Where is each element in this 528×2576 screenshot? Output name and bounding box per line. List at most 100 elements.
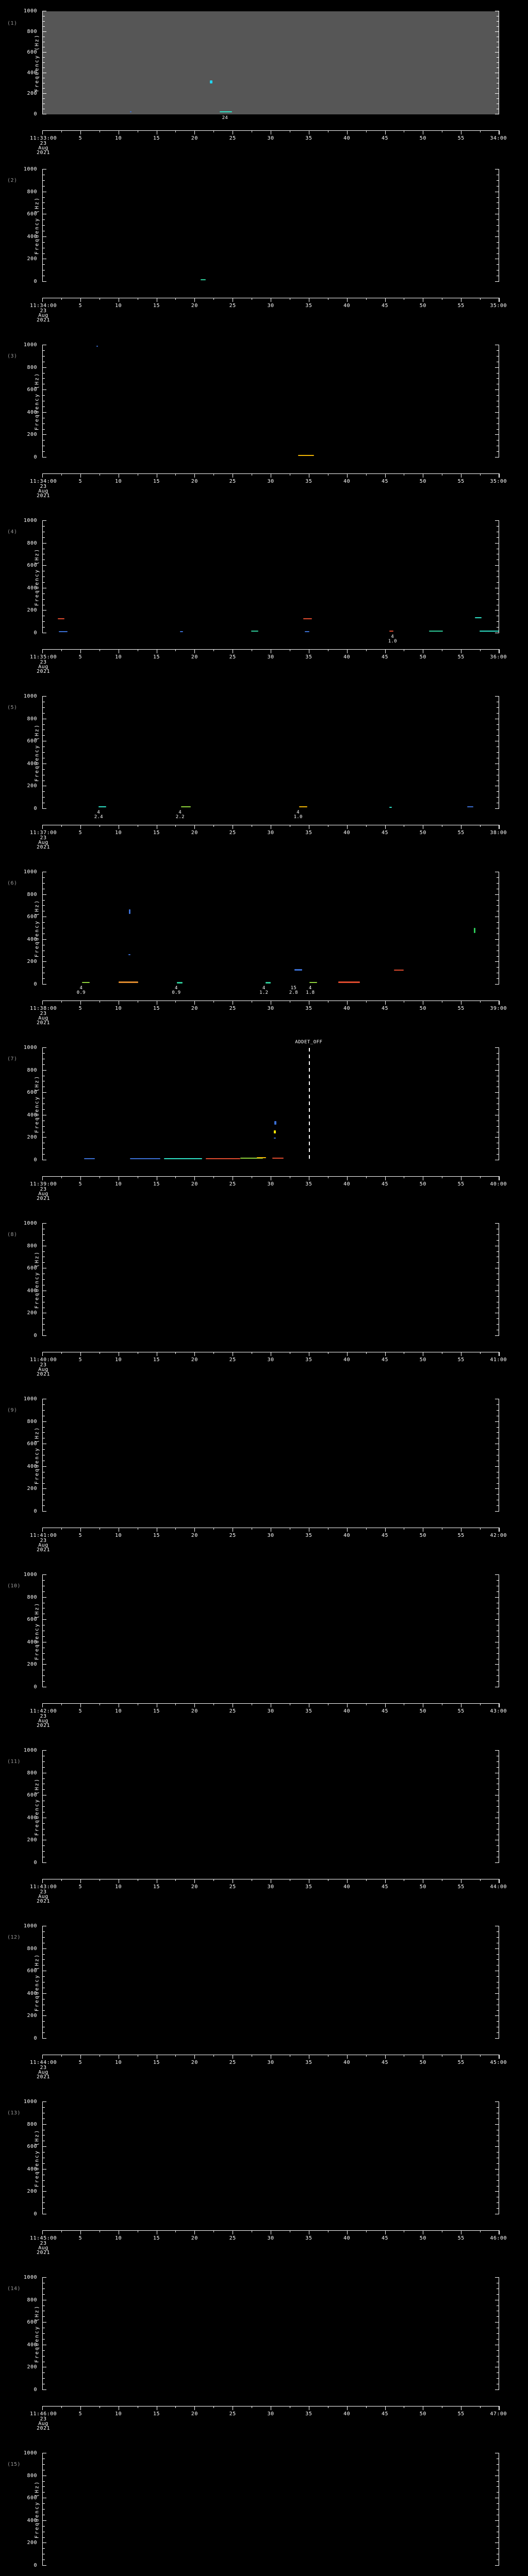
x-tick-label: 35 bbox=[305, 2235, 312, 2241]
plot-area[interactable]: 0 200 400 600 800 1000 Frequency (Hz) bbox=[24, 2099, 499, 2217]
x-axis bbox=[42, 1352, 500, 1357]
x-tick-label: 50 bbox=[419, 1357, 426, 1363]
x-tick-label: 40 bbox=[343, 1181, 351, 1187]
x-tick-label: 55 bbox=[457, 479, 465, 484]
x-tick-label: 15 bbox=[153, 654, 160, 660]
plot-area[interactable]: 0 200 400 600 800 1000 Frequency (Hz) bbox=[24, 1572, 499, 1690]
spectral-blob bbox=[129, 111, 131, 113]
spectral-blob bbox=[177, 982, 183, 984]
x-tick-label: 30 bbox=[267, 1357, 274, 1363]
detection-annotation: 4 1.2 bbox=[259, 986, 269, 995]
x-tick-label: 50 bbox=[419, 2235, 426, 2241]
x-tick-label: 5 bbox=[78, 2411, 82, 2417]
x-tick-label: 10 bbox=[115, 2235, 122, 2241]
plot-area[interactable]: 0 200 400 600 800 1000 Frequency (Hz) bbox=[24, 2275, 499, 2393]
x-axis-date-label: 23 Aug 2021 bbox=[28, 141, 59, 156]
date-line: 2021 bbox=[36, 844, 51, 850]
spectral-blob bbox=[273, 1137, 276, 1139]
spectrogram-panel[interactable]: (8) 0 200 400 600 800 1000 Frequency (Hz) 11:40:… bbox=[0, 1211, 528, 1387]
x-axis-date-label: 23 Aug 2021 bbox=[28, 309, 59, 323]
x-tick-label: 50 bbox=[419, 1884, 426, 1890]
y-axis-title: Frequency (Hz) bbox=[34, 1075, 40, 1133]
y-tick-label: 1000 bbox=[23, 1045, 37, 1050]
y-tick-label: 600 bbox=[27, 211, 37, 217]
x-tick-label: 20 bbox=[191, 1006, 198, 1011]
plot-area[interactable]: 0 200 400 600 800 1000 Frequency (Hz) bbox=[24, 9, 499, 117]
plot-area[interactable]: 0 200 400 600 800 1000 Frequency (Hz) bbox=[24, 1748, 499, 1866]
x-axis-start-time: 11:42:00 bbox=[30, 1708, 57, 1714]
y-tick-label: 0 bbox=[34, 1157, 37, 1163]
y-tick-label: 200 bbox=[27, 1486, 37, 1492]
y-tick-label: 400 bbox=[27, 2517, 37, 2523]
y-tick-label: 400 bbox=[27, 1815, 37, 1821]
y-tick-label: 1000 bbox=[23, 166, 37, 172]
spectral-blob bbox=[257, 1157, 267, 1159]
y-axis-left bbox=[42, 1750, 46, 1863]
plot-area[interactable]: 0 200 400 600 800 1000 Frequency (Hz) bbox=[24, 1045, 499, 1163]
x-axis-date-label: 23 Aug 2021 bbox=[28, 484, 59, 499]
x-tick-label: 15 bbox=[153, 1006, 160, 1011]
y-tick-label: 800 bbox=[27, 1418, 37, 1425]
x-tick-label: 20 bbox=[191, 2235, 198, 2241]
x-tick-label: 35 bbox=[305, 1357, 312, 1363]
plot-area[interactable]: 0 200 400 600 800 1000 Frequency (Hz) bbox=[24, 343, 499, 460]
y-tick-label: 1000 bbox=[23, 2275, 37, 2280]
x-tick-label: 45 bbox=[381, 1708, 389, 1714]
x-tick-label: 55 bbox=[457, 1357, 465, 1363]
spectrogram-panel[interactable]: (1) 0 200 400 600 800 1000 Frequency (Hz) 24 11:3… bbox=[0, 0, 528, 157]
x-axis-date-label: 23 Aug 2021 bbox=[28, 660, 59, 674]
x-axis-end-time: 46:00 bbox=[490, 2235, 507, 2241]
y-tick-label: 200 bbox=[27, 2364, 37, 2370]
spectrogram-canvas bbox=[42, 1224, 499, 1336]
date-line: 2021 bbox=[36, 1371, 51, 1377]
x-axis-date-label: 23 Aug 2021 bbox=[28, 1011, 59, 1026]
x-tick-label: 15 bbox=[153, 2060, 160, 2065]
plot-area[interactable]: 0 200 400 600 800 1000 Frequency (Hz) bbox=[24, 167, 499, 284]
x-tick-label: 5 bbox=[78, 1181, 82, 1187]
detection-annotation: 4 2.4 bbox=[94, 810, 103, 820]
spectrogram-panel[interactable]: (2) 0 200 400 600 800 1000 Frequency (Hz) 11:34:… bbox=[0, 157, 528, 333]
plot-area[interactable]: 0 200 400 600 800 1000 Frequency (Hz) bbox=[24, 518, 499, 636]
y-tick-label: 800 bbox=[27, 716, 37, 722]
x-tick-label: 35 bbox=[305, 654, 312, 660]
x-axis-date-label: 23 Aug 2021 bbox=[28, 1363, 59, 1377]
date-line: 23 bbox=[40, 141, 47, 146]
spectrogram-panel[interactable]: (4) 0 200 400 600 800 1000 Frequency (Hz) 4 1.0 1… bbox=[0, 509, 528, 684]
x-tick-label: 10 bbox=[115, 830, 122, 836]
plot-area[interactable]: 0 200 400 600 800 1000 Frequency (Hz) bbox=[24, 1221, 499, 1338]
y-tick-label: 0 bbox=[34, 1684, 37, 1690]
spectrogram-panel[interactable]: (9) 0 200 400 600 800 1000 Frequency (Hz) 11:41:… bbox=[0, 1387, 528, 1563]
plot-area[interactable]: 0 200 400 600 800 1000 Frequency (Hz) bbox=[24, 870, 499, 987]
plot-area[interactable]: 0 200 400 600 800 1000 Frequency (Hz) bbox=[24, 1924, 499, 2041]
spectrogram-panel[interactable]: (6) 0 200 400 600 800 1000 Frequency (Hz) 4 0.9 4… bbox=[0, 860, 528, 1036]
spectrogram-panel[interactable]: (10) 0 200 400 600 800 1000 Frequency (Hz) 11:42… bbox=[0, 1563, 528, 1738]
y-tick-label: 200 bbox=[27, 1310, 37, 1316]
x-tick-label: 10 bbox=[115, 654, 122, 660]
x-tick-label: 20 bbox=[191, 654, 198, 660]
spectrogram-panel[interactable]: (12) 0 200 400 600 800 1000 Frequency (Hz) 11:44… bbox=[0, 1914, 528, 2090]
x-axis-end-time: 34:00 bbox=[490, 135, 507, 141]
spectrogram-panel[interactable]: (13) 0 200 400 600 800 1000 Frequency (Hz) 11:45… bbox=[0, 2090, 528, 2265]
date-line: Aug bbox=[38, 313, 48, 318]
spectral-blob bbox=[479, 630, 499, 632]
y-axis-left bbox=[42, 11, 46, 114]
spectrogram-panel[interactable]: (14) 0 200 400 600 800 1000 Frequency (Hz) 11:46… bbox=[0, 2265, 528, 2441]
x-axis bbox=[42, 1703, 500, 1708]
plot-area[interactable]: 0 200 400 600 800 1000 Frequency (Hz) bbox=[24, 694, 499, 811]
spectrogram-panel[interactable]: (5) 0 200 400 600 800 1000 Frequency (Hz) 4 2.4 4… bbox=[0, 684, 528, 860]
x-tick-labels: 11:37:00 5 10 15 20 25 30 35 40 45 50 55 38:00 bbox=[30, 830, 507, 837]
y-axis-title: Frequency (Hz) bbox=[34, 1777, 40, 1836]
x-tick-label: 40 bbox=[343, 830, 351, 836]
x-axis-date-label: 23 Aug 2021 bbox=[28, 1714, 59, 1728]
spectrogram-panel[interactable]: (7) ADDET_OFF 0 200 400 600 800 1000 Frequency (… bbox=[0, 1036, 528, 1211]
spectral-blob bbox=[57, 618, 64, 620]
plot-area[interactable]: 0 200 400 600 800 1000 Frequency (Hz) bbox=[24, 1397, 499, 1514]
spectrogram-panel[interactable]: (11) 0 200 400 600 800 1000 Frequency (Hz) 11:43… bbox=[0, 1738, 528, 1914]
plot-area[interactable]: 0 200 400 600 800 1000 Frequency (Hz) bbox=[24, 2451, 499, 2568]
panel-number-label: (7) bbox=[7, 1056, 18, 1062]
spectrogram-panel[interactable]: (3) 0 200 400 600 800 1000 Frequency (Hz) 11:34:… bbox=[0, 333, 528, 509]
panel-number-label: (11) bbox=[7, 1759, 21, 1765]
x-tick-label: 10 bbox=[115, 1884, 122, 1890]
x-tick-label: 40 bbox=[343, 2411, 351, 2417]
